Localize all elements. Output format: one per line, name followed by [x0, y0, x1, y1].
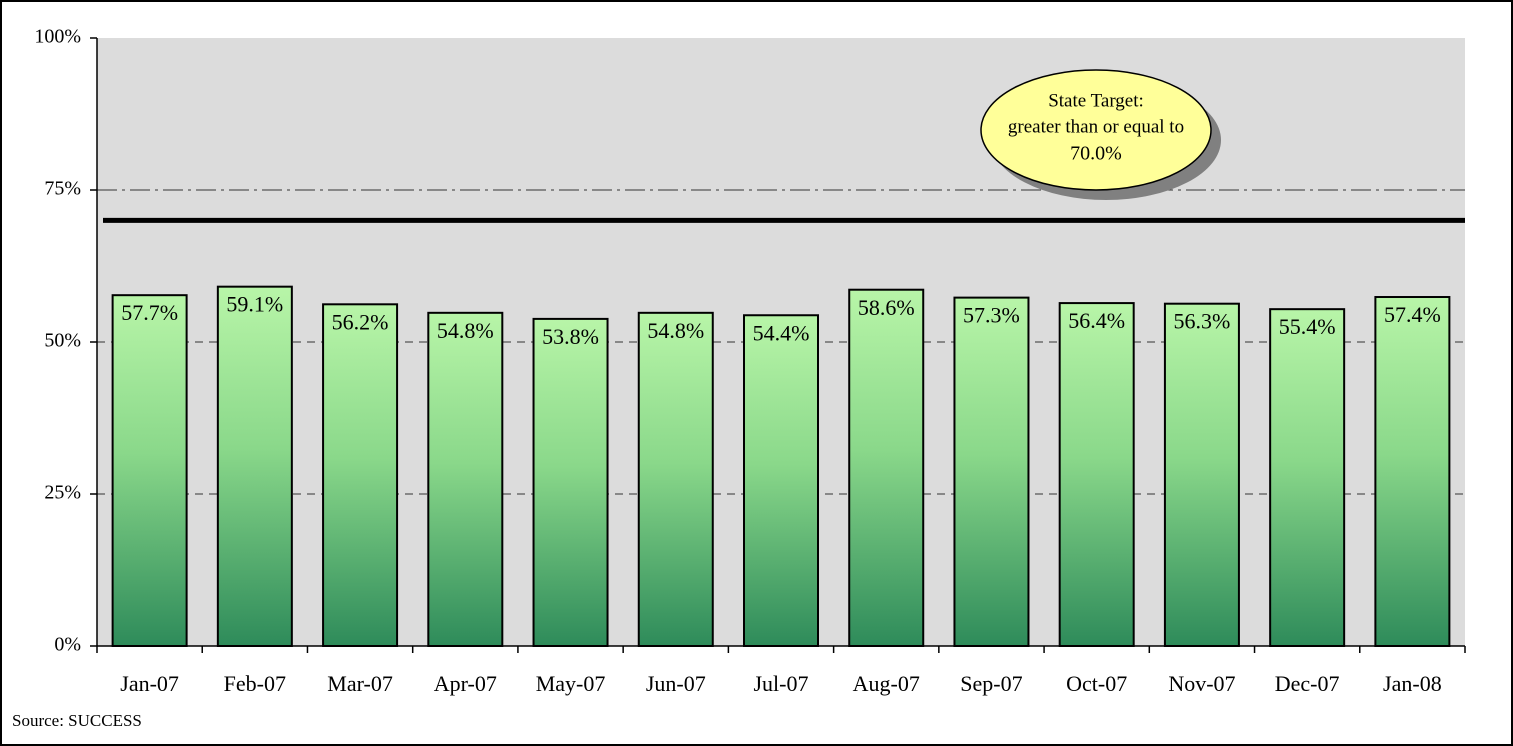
callout-text: 70.0% [1070, 143, 1122, 165]
x-tick-label: Jul-07 [754, 671, 809, 696]
bar [953, 296, 1030, 647]
y-tick-label: 50% [44, 330, 81, 352]
value-label: 55.4% [1279, 314, 1336, 339]
x-tick-label: Mar-07 [327, 671, 393, 696]
y-tick-label: 0% [54, 634, 81, 656]
x-tick-label: Sep-07 [960, 671, 1022, 696]
bar [216, 285, 293, 647]
bar [111, 294, 188, 647]
value-label: 56.4% [1068, 308, 1125, 333]
x-tick-label: May-07 [536, 671, 606, 696]
value-label: 56.3% [1174, 309, 1231, 334]
bar [1163, 302, 1240, 647]
value-label: 53.8% [542, 324, 599, 349]
x-tick-label: Aug-07 [853, 671, 920, 696]
value-label: 59.1% [226, 292, 283, 317]
value-label: 57.3% [963, 303, 1020, 328]
value-label: 58.6% [858, 295, 915, 320]
annotation: State Target: greater than or equal to 7… [980, 69, 1221, 200]
value-label: 54.8% [437, 318, 494, 343]
callout-text: greater than or equal to [1008, 116, 1184, 137]
bar [1269, 308, 1346, 647]
x-tick-label: Feb-07 [224, 671, 286, 696]
y-tick-label: 25% [44, 482, 81, 504]
x-tick-label: Dec-07 [1275, 671, 1340, 696]
x-tick-label: Jan-08 [1383, 671, 1442, 696]
bar [1374, 296, 1451, 647]
bar [427, 311, 504, 647]
bar [848, 288, 925, 647]
value-label: 57.7% [121, 300, 178, 325]
source: Source: SUCCESS [12, 711, 142, 730]
x-tick-label: Nov-07 [1168, 671, 1235, 696]
value-label: 54.8% [647, 318, 704, 343]
callout-text: State Target: [1048, 90, 1144, 111]
callout [980, 69, 1212, 191]
bar [637, 311, 714, 647]
bar [532, 317, 609, 647]
y-tick-label: 75% [44, 178, 81, 200]
bar [743, 314, 819, 647]
value-label: 57.4% [1384, 302, 1441, 327]
x-tick-label: Jun-07 [646, 671, 706, 696]
value-label: 54.4% [753, 320, 810, 345]
x-tick-label: Oct-07 [1066, 671, 1127, 696]
y-tick-label: 100% [34, 26, 81, 48]
x-tick-label: Apr-07 [434, 671, 497, 696]
x-tick-label: Jan-07 [120, 671, 179, 696]
value-label: 56.2% [332, 309, 389, 334]
bars [111, 285, 1451, 647]
bar [322, 303, 399, 647]
bar [1058, 302, 1135, 647]
